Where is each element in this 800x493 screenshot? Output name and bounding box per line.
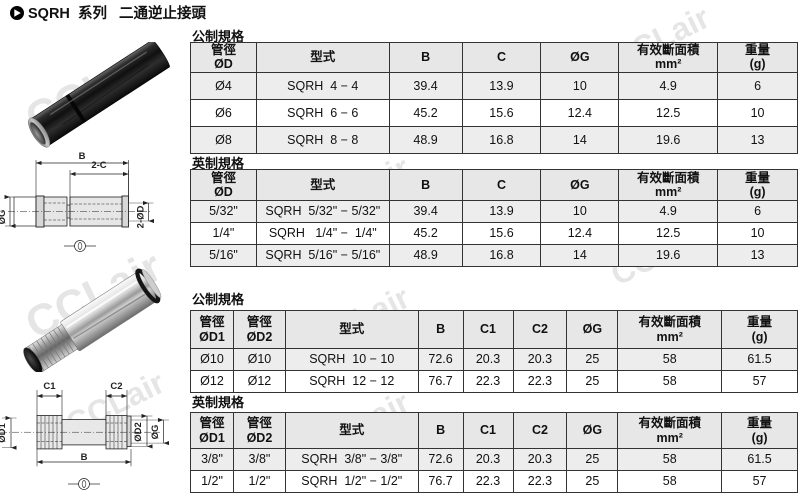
svg-text:ØG: ØG <box>0 210 8 225</box>
svg-text:2-ØD: 2-ØD <box>136 206 147 229</box>
svg-text:B: B <box>79 151 86 162</box>
svg-text:2-C: 2-C <box>91 160 106 171</box>
svg-text:C1: C1 <box>43 381 56 392</box>
svg-text:C2: C2 <box>110 381 122 392</box>
svg-text:ØD1: ØD1 <box>0 423 8 443</box>
svg-text:B: B <box>81 452 88 463</box>
